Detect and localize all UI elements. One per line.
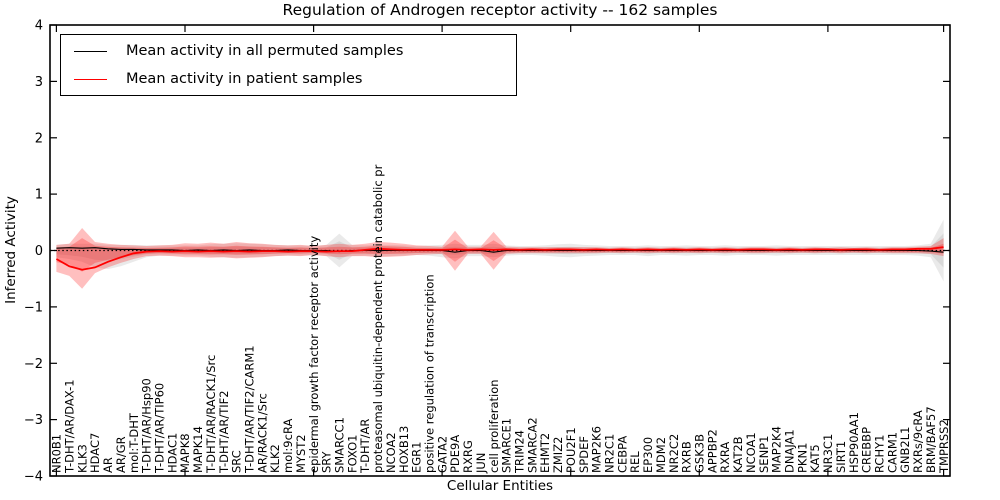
x-tick-label: mol:9cRA bbox=[281, 419, 295, 473]
legend-line-sample-black bbox=[74, 50, 107, 52]
x-tick-label: T-DHT/AR/TIP60 bbox=[153, 383, 167, 474]
x-tick-label: T-DHT/AR/DAX-1 bbox=[63, 379, 77, 474]
x-tick-label: CARM1 bbox=[885, 432, 899, 473]
x-tick-label: GSK3B bbox=[693, 434, 707, 473]
x-tick-label: KAT5 bbox=[808, 444, 822, 473]
x-tick-label: SMARCA2 bbox=[525, 417, 539, 473]
legend-label: Mean activity in all permuted samples bbox=[126, 43, 404, 59]
x-tick-label: NR2C1 bbox=[603, 434, 617, 473]
x-tick-label: KAT2B bbox=[731, 436, 745, 473]
x-tick-label: NR3C1 bbox=[821, 434, 835, 473]
x-tick-label: EGR1 bbox=[410, 442, 424, 474]
x-tick-label: CEBPA bbox=[615, 436, 629, 473]
x-tick-label: NCOA1 bbox=[744, 432, 758, 473]
x-tick-label: TRIM24 bbox=[513, 430, 527, 474]
x-tick-label: FOXO1 bbox=[345, 435, 359, 473]
x-tick-label: T-DHT/AR/RACK1/Src bbox=[204, 355, 218, 474]
legend: Mean activity in all permuted samples Me… bbox=[60, 34, 517, 96]
legend-line-sample-red bbox=[74, 78, 107, 80]
chart-title: Regulation of Androgen receptor activity… bbox=[282, 1, 718, 19]
series-line bbox=[55, 246, 944, 271]
y-tick-label: −1 bbox=[24, 300, 43, 315]
x-tick-label: epidermal growth factor receptor activit… bbox=[307, 236, 321, 473]
x-tick-label: PDE9A bbox=[448, 435, 462, 473]
x-tick-label: NCOA2 bbox=[384, 432, 398, 473]
y-tick-label: −3 bbox=[24, 413, 43, 428]
x-tick-label: NR0B1 bbox=[50, 434, 64, 473]
x-tick-label: REL bbox=[628, 451, 642, 473]
x-tick-label: SENP1 bbox=[757, 436, 771, 473]
x-tick-label: DNAJA1 bbox=[783, 429, 797, 473]
x-tick-label: proteasomal ubiquitin-dependent protein … bbox=[371, 164, 385, 473]
x-tick-label: POU2F1 bbox=[564, 427, 578, 473]
x-tick-label: MAPK14 bbox=[191, 426, 205, 473]
y-tick-label: −4 bbox=[24, 470, 43, 485]
x-tick-label: EP300 bbox=[641, 437, 655, 473]
x-tick-label: SRC bbox=[230, 450, 244, 473]
x-axis-title: Cellular Entities bbox=[446, 478, 554, 494]
x-tick-label: HSP90AA1 bbox=[847, 412, 861, 473]
x-tick-label: CREBBP bbox=[860, 427, 874, 473]
x-tick-label: mol:T-DHT bbox=[127, 412, 141, 473]
y-tick-label: −2 bbox=[24, 357, 43, 372]
x-tick-label: RXRs/9cRA bbox=[911, 410, 925, 473]
x-tick-label: KLK2 bbox=[268, 444, 282, 473]
y-tick-label: 0 bbox=[35, 244, 43, 259]
x-tick-label: NR2C2 bbox=[667, 434, 681, 473]
x-tick-label: cell proliferation bbox=[487, 379, 501, 473]
x-tick-label: SMARCE1 bbox=[500, 418, 514, 473]
x-tick-label: AR/RACK1/Src bbox=[255, 393, 269, 473]
x-tick-label: MYST2 bbox=[294, 434, 308, 473]
x-tick-label: T-DHT/AR/TIF2/CARM1 bbox=[243, 345, 257, 474]
x-tick-label: PKN1 bbox=[795, 443, 809, 473]
x-tick-label: KLK3 bbox=[75, 444, 89, 473]
x-tick-label: RXRG bbox=[461, 440, 475, 473]
x-tick-label: T-DHT/AR bbox=[358, 419, 372, 474]
x-tick-label: ZMIZ2 bbox=[551, 437, 565, 473]
band-patient-samples-range bbox=[56, 228, 944, 289]
x-tick-label: SRY bbox=[320, 450, 334, 473]
x-tick-label: MDM2 bbox=[654, 437, 668, 473]
x-tick-label: EHMT2 bbox=[538, 433, 552, 473]
y-tick-label: 4 bbox=[35, 19, 43, 34]
x-tick-label: MAPK8 bbox=[178, 433, 192, 473]
x-tick-label: RXRA bbox=[718, 442, 732, 473]
y-tick-label: 2 bbox=[35, 131, 43, 146]
x-tick-label: GATA2 bbox=[435, 436, 449, 473]
x-tick-label: APPBP2 bbox=[705, 429, 719, 473]
x-tick-label: SIRT1 bbox=[834, 441, 848, 473]
x-tick-label: TMPRSS2 bbox=[937, 419, 951, 474]
x-tick-label: GNB2L1 bbox=[898, 427, 912, 473]
x-tick-label: RCHY1 bbox=[873, 435, 887, 473]
x-tick-label: AR bbox=[101, 457, 115, 473]
x-tick-label: SPDEF bbox=[577, 436, 591, 473]
legend-item-patient: Mean activity in patient samples bbox=[61, 65, 516, 93]
x-tick-label: T-DHT/AR/Hsp90 bbox=[140, 378, 154, 474]
y-tick-label: 1 bbox=[35, 188, 43, 203]
x-tick-label: AR/GR bbox=[114, 436, 128, 473]
x-tick-label: HDAC1 bbox=[165, 433, 179, 473]
y-tick-label: 3 bbox=[35, 75, 43, 90]
legend-item-permuted: Mean activity in all permuted samples bbox=[61, 37, 516, 65]
band-patient-samples-range bbox=[56, 238, 944, 272]
x-tick-label: HOXB13 bbox=[397, 426, 411, 473]
x-tick-label: BRM/BAF57 bbox=[924, 406, 938, 473]
x-tick-label: MAP2K4 bbox=[770, 426, 784, 473]
x-tick-label: SMARCC1 bbox=[333, 417, 347, 473]
x-tick-label: positive regulation of transcription bbox=[423, 274, 437, 473]
x-tick-label: T-DHT/AR/TIF2 bbox=[217, 390, 231, 474]
x-tick-label: JUN bbox=[474, 453, 488, 474]
x-tick-label: RXRB bbox=[680, 441, 694, 473]
x-tick-label: MAP2K6 bbox=[590, 426, 604, 473]
x-tick-label: HDAC7 bbox=[88, 433, 102, 473]
legend-label: Mean activity in patient samples bbox=[126, 71, 363, 87]
